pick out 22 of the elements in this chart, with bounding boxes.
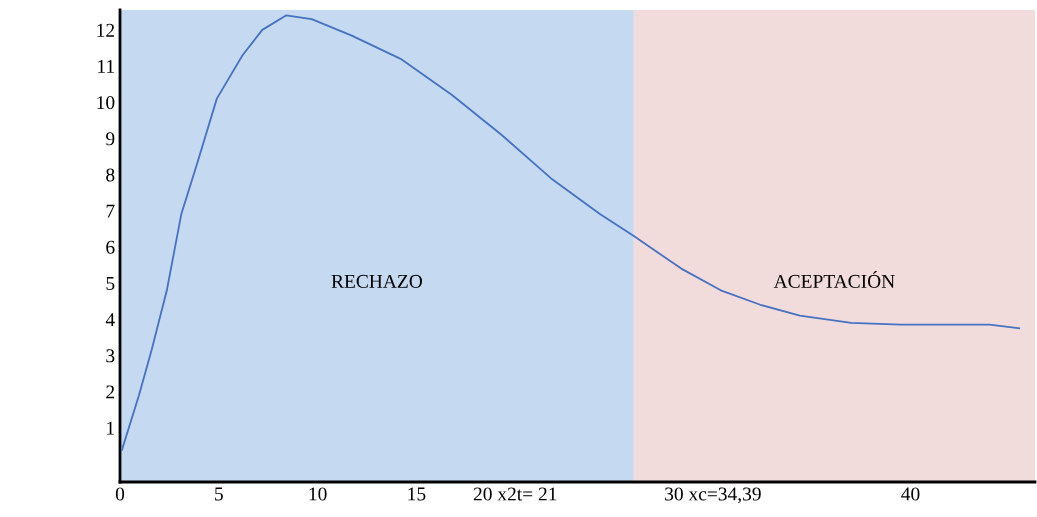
x-tick-label: 30 xc=34,39 [665,487,761,504]
y-tick-label: 6 [106,240,115,254]
y-tick-label: 8 [106,168,115,182]
y-tick-label: 10 [97,96,115,110]
x-tick-label: 10 [309,487,327,501]
y-tick-label: 5 [106,277,115,291]
y-tick-label: 7 [106,204,115,218]
y-tick-label: 9 [106,132,115,146]
y-tick-label: 1 [107,421,114,435]
x-tick-label: 0 [115,487,125,501]
y-tick-label: 3 [106,349,115,363]
y-tick-label: 4 [105,313,115,326]
x-tick-label: 15 [408,487,426,501]
band-label: ACEPTACIÓN [773,271,895,288]
x-tick-label: 40 [901,487,920,501]
x-tick-label: 5 [215,487,223,501]
y-tick-label: 11 [98,59,114,73]
line-series [121,14,1021,451]
band-label: RECHAZO [331,274,423,288]
y-tick-label: 2 [106,385,115,399]
y-tick-label: 12 [97,23,115,37]
x-tick-label: 20 x2t= 21 [473,487,557,501]
